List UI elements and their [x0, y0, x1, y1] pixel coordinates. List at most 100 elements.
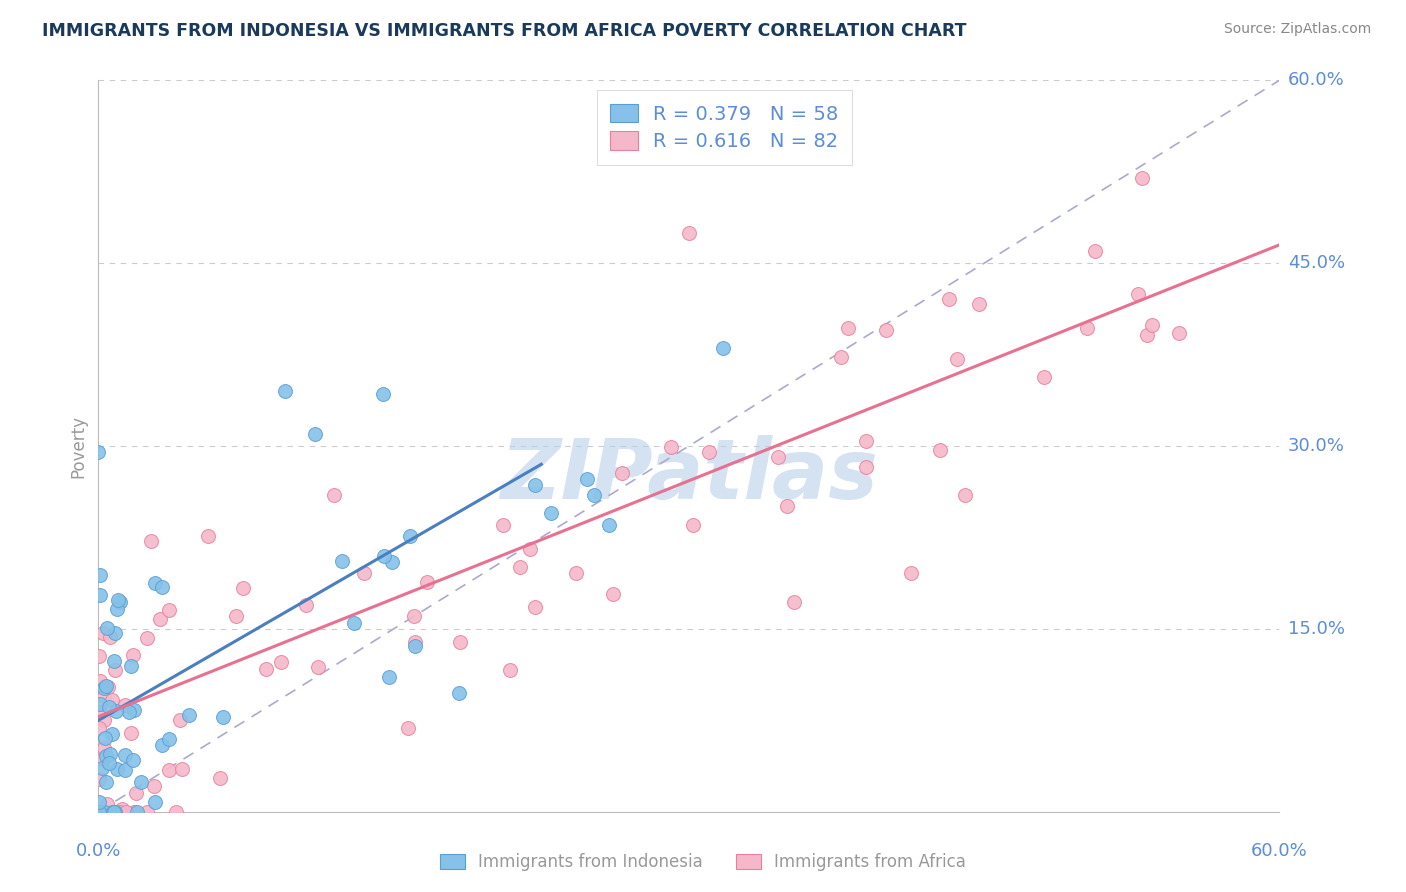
Text: 15.0%: 15.0% [1288, 620, 1344, 638]
Text: 30.0%: 30.0% [1288, 437, 1344, 455]
Point [582, 488, 605, 502]
Point [89, 568, 111, 582]
Text: ZIPatlas: ZIPatlas [501, 434, 877, 516]
Point [783, 595, 806, 609]
Point [104, 626, 127, 640]
Point [104, 704, 127, 718]
Text: 0.0%: 0.0% [76, 842, 121, 860]
Point [93, 713, 115, 727]
Point [1167, 326, 1189, 341]
Text: 60.0%: 60.0% [1251, 842, 1308, 860]
Point [125, 805, 148, 819]
Point [524, 600, 547, 615]
Point [381, 555, 404, 569]
Point [353, 566, 375, 581]
Point [101, 805, 124, 819]
Point [399, 529, 422, 543]
Point [157, 732, 180, 747]
Point [103, 805, 125, 819]
Point [946, 352, 969, 367]
Point [900, 566, 922, 581]
Point [225, 608, 247, 623]
Point [97, 680, 120, 694]
Point [97, 805, 120, 819]
Point [342, 616, 364, 631]
Point [94, 679, 117, 693]
Point [378, 670, 401, 684]
Point [711, 342, 734, 356]
Point [98, 747, 121, 761]
Point [122, 648, 145, 663]
Point [197, 529, 219, 543]
Point [122, 703, 145, 717]
Point [105, 763, 128, 777]
Point [373, 549, 395, 563]
Point [136, 631, 159, 645]
Point [232, 581, 254, 595]
Point [1084, 244, 1107, 258]
Point [103, 805, 125, 819]
Point [682, 517, 704, 532]
Point [830, 350, 852, 364]
Point [143, 576, 166, 591]
Point [509, 559, 531, 574]
Point [855, 434, 877, 448]
Point [307, 659, 329, 673]
Point [398, 722, 420, 736]
Point [875, 323, 897, 337]
Point [678, 226, 700, 240]
Point [98, 700, 121, 714]
Point [404, 635, 426, 649]
Point [136, 805, 159, 819]
Point [304, 426, 326, 441]
Point [93, 681, 115, 695]
Point [98, 630, 121, 644]
Point [967, 297, 990, 311]
Point [89, 697, 111, 711]
Point [114, 747, 136, 762]
Point [104, 805, 127, 819]
Point [209, 771, 232, 785]
Point [89, 649, 111, 664]
Point [274, 384, 297, 398]
Point [524, 478, 547, 492]
Point [294, 598, 316, 612]
Text: Source: ZipAtlas.com: Source: ZipAtlas.com [1223, 22, 1371, 37]
Point [93, 740, 115, 755]
Point [540, 507, 562, 521]
Point [776, 499, 799, 513]
Point [87, 805, 110, 819]
Point [89, 674, 111, 689]
Point [93, 689, 115, 703]
Point [94, 679, 117, 693]
Point [768, 450, 790, 464]
Point [602, 587, 624, 601]
Point [103, 654, 125, 668]
Point [114, 805, 136, 819]
Point [404, 639, 426, 653]
Point [89, 588, 111, 602]
Point [110, 805, 132, 819]
Point [416, 575, 439, 590]
Point [855, 460, 877, 475]
Point [1032, 370, 1054, 384]
Point [91, 752, 114, 766]
Point [87, 445, 110, 459]
Point [170, 762, 193, 776]
Point [89, 795, 111, 809]
Point [953, 488, 976, 502]
Point [89, 705, 111, 719]
Point [330, 554, 353, 568]
Point [519, 542, 541, 557]
Point [104, 805, 127, 819]
Point [211, 709, 233, 723]
Point [157, 763, 180, 777]
Point [94, 748, 117, 763]
Point [105, 602, 128, 616]
Point [929, 443, 952, 458]
Point [402, 608, 425, 623]
Point [598, 518, 620, 533]
Point [447, 686, 470, 700]
Point [499, 663, 522, 677]
Point [118, 705, 141, 719]
